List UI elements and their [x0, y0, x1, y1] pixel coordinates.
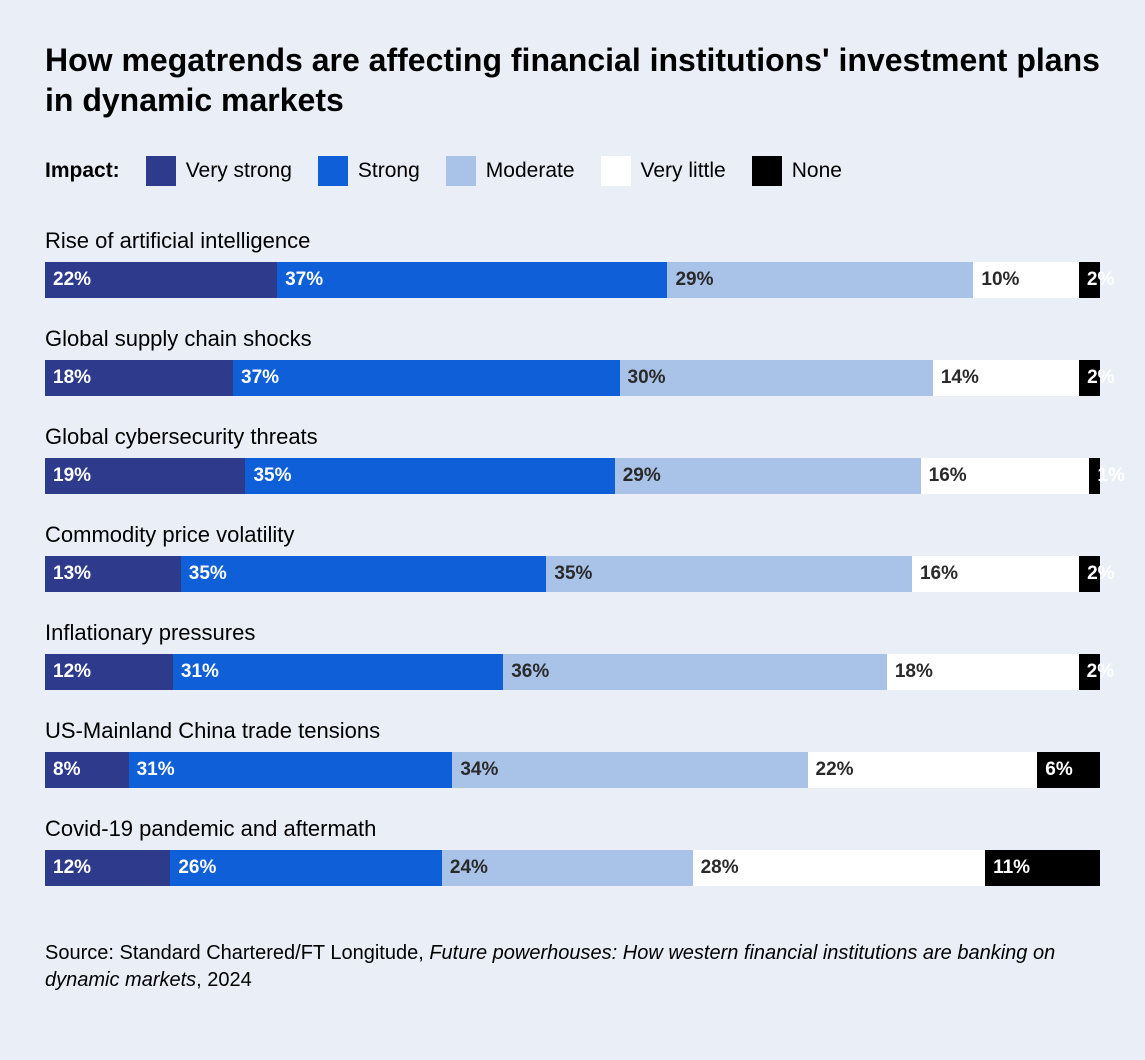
bar-segment-very_little: 16% [912, 556, 1079, 592]
chart-rows: Rise of artificial intelligence22%37%29%… [45, 228, 1100, 886]
legend-text-very_strong: Very strong [186, 159, 292, 183]
bar-segment-none: 11% [985, 850, 1100, 886]
chart-row: Global cybersecurity threats 19%35%29%16%… [45, 424, 1100, 494]
chart-row: Inflationary pressures 12%31%36%18%2% [45, 620, 1100, 690]
legend-text-moderate: Moderate [486, 159, 575, 183]
source-suffix: , 2024 [196, 969, 252, 991]
bar-segment-moderate: 29% [667, 262, 973, 298]
stacked-bar: 12%26%24%28%11% [45, 850, 1100, 886]
legend-swatch-none [752, 156, 782, 186]
bar-segment-moderate: 34% [452, 752, 807, 788]
stacked-bar: 22%37%29%10%2% [45, 262, 1100, 298]
bar-segment-very_strong: 12% [45, 654, 173, 690]
bar-segment-moderate: 24% [442, 850, 693, 886]
legend-swatch-very_strong [146, 156, 176, 186]
row-label: Global cybersecurity threats [45, 424, 1100, 450]
bar-segment-moderate: 30% [620, 360, 933, 396]
row-label: Rise of artificial intelligence [45, 228, 1100, 254]
row-label: Covid-19 pandemic and aftermath [45, 816, 1100, 842]
bar-segment-strong: 35% [245, 458, 614, 494]
stacked-bar: 13%35%35%16%2% [45, 556, 1100, 592]
bar-segment-very_little: 16% [921, 458, 1090, 494]
bar-segment-very_strong: 22% [45, 262, 277, 298]
stacked-bar: 12%31%36%18%2% [45, 654, 1100, 690]
bar-segment-strong: 26% [170, 850, 442, 886]
bar-segment-very_strong: 19% [45, 458, 245, 494]
legend-label: Impact: [45, 159, 120, 183]
bar-segment-very_little: 14% [933, 360, 1079, 396]
source-prefix: Source: Standard Chartered/FT Longitude, [45, 942, 429, 964]
bar-segment-very_little: 10% [973, 262, 1079, 298]
bar-segment-strong: 31% [173, 654, 503, 690]
legend-swatch-very_little [601, 156, 631, 186]
legend: Impact: Very strong Strong Moderate Very li… [45, 156, 1100, 186]
row-label: Commodity price volatility [45, 522, 1100, 548]
chart-source: Source: Standard Chartered/FT Longitude,… [45, 940, 1100, 994]
bar-segment-very_strong: 13% [45, 556, 181, 592]
chart-row: Commodity price volatility13%35%35%16%2% [45, 522, 1100, 592]
bar-segment-none: 6% [1037, 752, 1100, 788]
legend-swatch-strong [318, 156, 348, 186]
bar-segment-very_little: 18% [887, 654, 1079, 690]
legend-item-very_strong: Very strong [146, 156, 292, 186]
bar-segment-very_strong: 8% [45, 752, 129, 788]
legend-text-none: None [792, 159, 842, 183]
bar-segment-none: 2% [1079, 262, 1100, 298]
chart-title: How megatrends are affecting financial i… [45, 40, 1100, 120]
bar-segment-very_strong: 12% [45, 850, 170, 886]
bar-segment-strong: 37% [233, 360, 619, 396]
chart-row: Covid-19 pandemic and aftermath 12%26%24%… [45, 816, 1100, 886]
stacked-bar: 19%35%29%16%1% [45, 458, 1100, 494]
chart-row: US-Mainland China trade tensions 8%31%34%… [45, 718, 1100, 788]
bar-segment-none: 2% [1079, 654, 1100, 690]
chart-row: Global supply chain shocks 18%37%30%14%2% [45, 326, 1100, 396]
legend-item-none: None [752, 156, 842, 186]
row-label: US-Mainland China trade tensions [45, 718, 1100, 744]
stacked-bar: 8%31%34%22%6% [45, 752, 1100, 788]
stacked-bar: 18%37%30%14%2% [45, 360, 1100, 396]
bar-segment-very_little: 28% [693, 850, 985, 886]
bar-segment-moderate: 35% [546, 556, 912, 592]
legend-text-very_little: Very little [641, 159, 726, 183]
legend-item-very_little: Very little [601, 156, 726, 186]
bar-segment-none: 1% [1089, 458, 1100, 494]
legend-swatch-moderate [446, 156, 476, 186]
legend-item-moderate: Moderate [446, 156, 575, 186]
bar-segment-moderate: 36% [503, 654, 887, 690]
bar-segment-very_little: 22% [808, 752, 1038, 788]
bar-segment-none: 2% [1079, 360, 1100, 396]
bar-segment-moderate: 29% [615, 458, 921, 494]
bar-segment-strong: 37% [277, 262, 667, 298]
row-label: Inflationary pressures [45, 620, 1100, 646]
bar-segment-strong: 31% [129, 752, 453, 788]
bar-segment-very_strong: 18% [45, 360, 233, 396]
chart-row: Rise of artificial intelligence 22%37%29%… [45, 228, 1100, 298]
legend-item-strong: Strong [318, 156, 420, 186]
bar-segment-strong: 35% [181, 556, 547, 592]
chart-container: How megatrends are affecting financial i… [0, 0, 1145, 1060]
row-label: Global supply chain shocks [45, 326, 1100, 352]
bar-segment-none: 2% [1079, 556, 1100, 592]
legend-text-strong: Strong [358, 159, 420, 183]
